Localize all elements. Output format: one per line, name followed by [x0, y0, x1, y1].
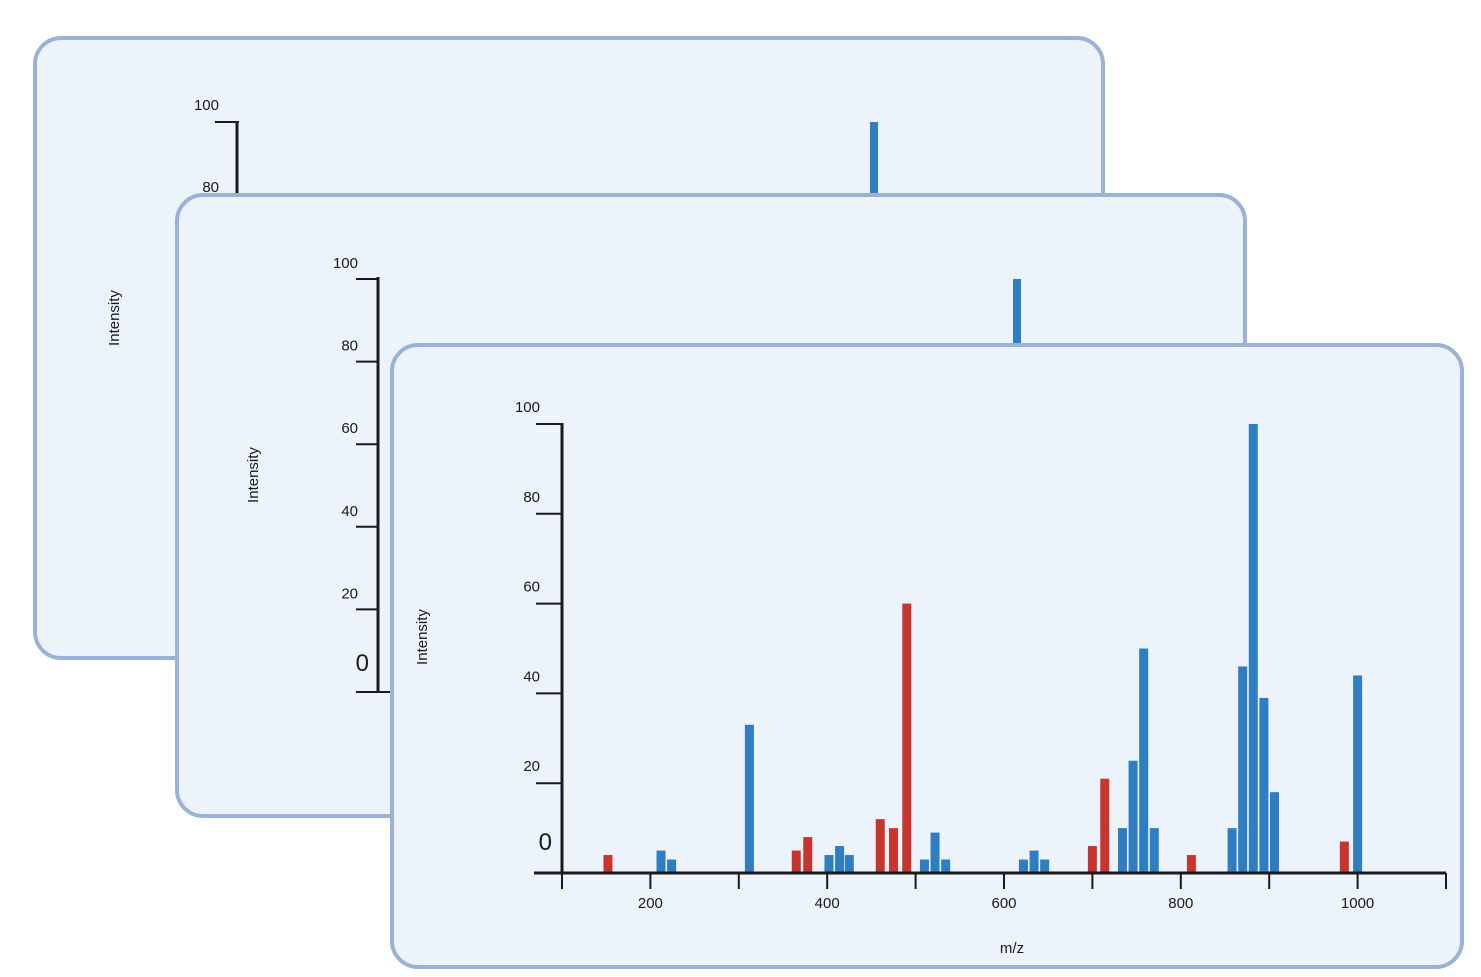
peak-bar	[1238, 666, 1248, 873]
x-tick-label: 400	[815, 895, 840, 912]
peak-bar	[875, 819, 885, 873]
peak-bar	[667, 859, 677, 873]
peak-bar	[1248, 424, 1258, 873]
peak-bar	[1339, 841, 1349, 873]
x-axis-title: m/z	[1000, 940, 1024, 957]
peak-bar	[1128, 760, 1138, 873]
peak-bar	[1353, 675, 1363, 873]
x-tick-label: 800	[1168, 895, 1193, 912]
peak-bar	[844, 855, 854, 873]
peak-bar	[930, 832, 940, 873]
peak-bar	[902, 603, 912, 873]
y-tick-label: 100	[194, 97, 219, 114]
peak-bar	[1117, 828, 1127, 873]
peak-bar	[1040, 859, 1050, 873]
y-tick-label: 100	[333, 255, 358, 272]
peak-bar	[603, 855, 613, 873]
peak-bar	[1270, 792, 1280, 873]
peak-bar	[803, 837, 813, 873]
y-tick-label: 80	[341, 338, 358, 355]
mass-spectrum-chart: Intensity m/z 0 100 80 60 40 20 200 400 600 800…	[414, 399, 1447, 957]
peak-bar	[791, 850, 801, 873]
y-tick-label: 60	[341, 420, 358, 437]
y-tick-label: 60	[523, 579, 540, 596]
x-tick-label: 600	[991, 895, 1016, 912]
y-tick-label: 80	[523, 489, 540, 506]
peak-bar	[1139, 648, 1149, 873]
peak-bar	[889, 828, 898, 873]
peak-bar	[1227, 828, 1237, 873]
y-axis-title: Intensity	[245, 447, 262, 503]
y-axis-title: Intensity	[106, 290, 123, 346]
y-tick-label: 100	[515, 399, 540, 416]
y-tick-label: 40	[523, 668, 540, 685]
peak-bar	[919, 859, 929, 873]
peak-bar	[656, 850, 666, 873]
peak-bar	[824, 855, 834, 873]
y-tick-label: 40	[341, 503, 358, 520]
peak-bar	[1186, 855, 1196, 873]
peak-bar	[1029, 850, 1039, 873]
peak-bar	[1100, 778, 1110, 873]
y-tick-label: 20	[341, 585, 358, 602]
peak-bar	[744, 724, 754, 873]
y-zero-label: 0	[356, 650, 369, 677]
y-tick-label: 80	[202, 179, 219, 196]
y-tick-label: 20	[523, 758, 540, 775]
peak-bar	[1259, 697, 1269, 873]
x-tick-label: 200	[638, 895, 663, 912]
peak-bar	[835, 846, 845, 873]
x-tick-label: 1000	[1341, 895, 1374, 912]
peak-bar	[1018, 859, 1028, 873]
peak-bar	[941, 859, 951, 873]
y-zero-label: 0	[539, 829, 552, 856]
y-axis-title: Intensity	[414, 609, 431, 665]
peak-bar	[1149, 828, 1159, 873]
spectrum-panel-front: Intensity m/z 0 100 80 60 40 20 200 400 600 800…	[390, 343, 1464, 969]
peak-bar	[1087, 846, 1097, 873]
